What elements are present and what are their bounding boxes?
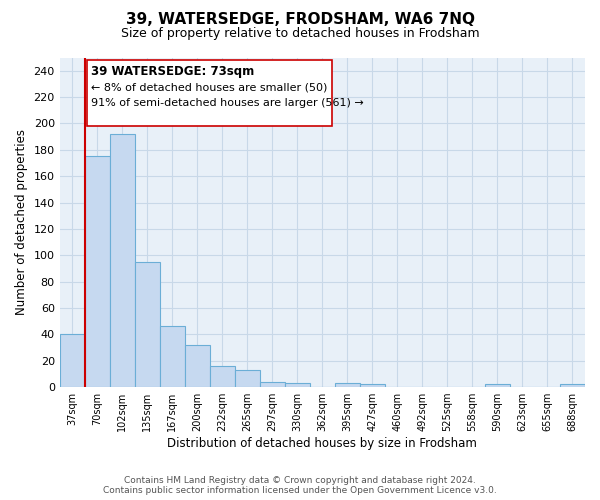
Bar [335, 383, 360, 387]
Bar [59, 334, 85, 387]
Bar [185, 345, 210, 387]
FancyBboxPatch shape [87, 60, 332, 126]
Bar [560, 384, 585, 387]
Bar [110, 134, 135, 387]
Bar [135, 262, 160, 387]
Bar [260, 382, 285, 387]
Bar [160, 326, 185, 387]
Text: Size of property relative to detached houses in Frodsham: Size of property relative to detached ho… [121, 28, 479, 40]
Bar [485, 384, 510, 387]
Y-axis label: Number of detached properties: Number of detached properties [15, 130, 28, 316]
Text: 39 WATERSEDGE: 73sqm: 39 WATERSEDGE: 73sqm [91, 66, 254, 78]
Bar [85, 156, 110, 387]
Text: 91% of semi-detached houses are larger (561) →: 91% of semi-detached houses are larger (… [91, 98, 364, 108]
Bar [360, 384, 385, 387]
Text: Contains HM Land Registry data © Crown copyright and database right 2024.
Contai: Contains HM Land Registry data © Crown c… [103, 476, 497, 495]
Bar [235, 370, 260, 387]
Text: ← 8% of detached houses are smaller (50): ← 8% of detached houses are smaller (50) [91, 82, 328, 92]
Bar [285, 383, 310, 387]
Text: 39, WATERSEDGE, FRODSHAM, WA6 7NQ: 39, WATERSEDGE, FRODSHAM, WA6 7NQ [125, 12, 475, 28]
Bar [210, 366, 235, 387]
X-axis label: Distribution of detached houses by size in Frodsham: Distribution of detached houses by size … [167, 437, 477, 450]
